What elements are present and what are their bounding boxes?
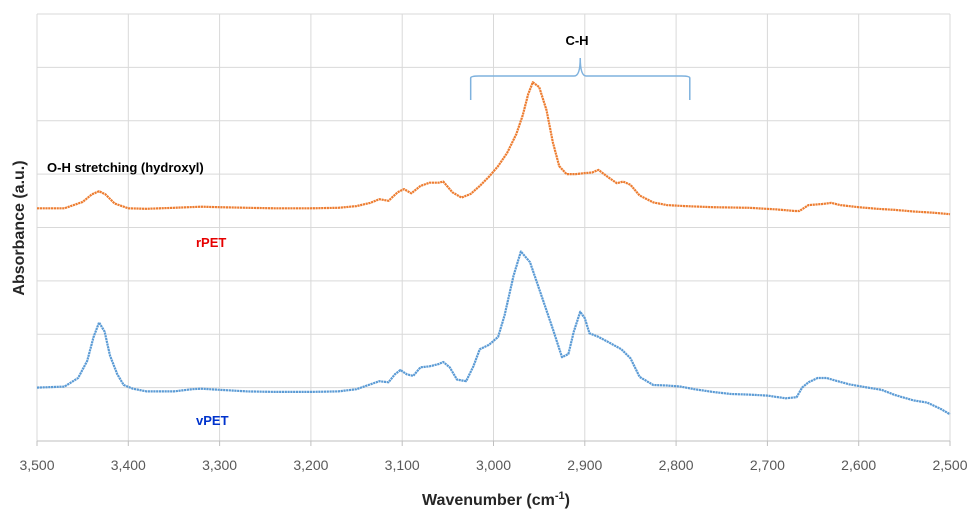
series-line-rpet (37, 81, 951, 216)
x-tick-label: 3,500 (19, 457, 54, 473)
x-tick-label: 2,600 (841, 457, 876, 473)
x-tick-label: 2,500 (932, 457, 967, 473)
x-tick-label: 2,900 (567, 457, 602, 473)
x-axis-ticks: 3,500 3,400 3,300 3,200 3,100 3,000 2,900 2,800… (19, 441, 968, 473)
x-axis-title: Wavenumber (cm-1) (422, 490, 570, 509)
x-tick-label: 3,400 (111, 457, 146, 473)
annotation-rpet: rPET (196, 235, 226, 250)
x-tick-label: 2,800 (659, 457, 694, 473)
x-tick-label: 3,200 (293, 457, 328, 473)
x-tick-label: 3,100 (385, 457, 420, 473)
x-tick-label: 3,300 (202, 457, 237, 473)
x-tick-label: 3,000 (476, 457, 511, 473)
series-line-vpet (36, 250, 951, 416)
y-axis-title: Absorbance (a.u.) (11, 160, 28, 295)
ch-bracket (469, 57, 691, 100)
annotation-vpet: vPET (196, 413, 229, 428)
bracket-shape (469, 57, 691, 100)
x-tick-label: 2,700 (750, 457, 785, 473)
series-layer (36, 81, 951, 416)
gridlines (36, 13, 951, 441)
annotation-ch: C-H (565, 33, 588, 48)
annotation-oh-stretching: O-H stretching (hydroxyl) (47, 160, 204, 175)
